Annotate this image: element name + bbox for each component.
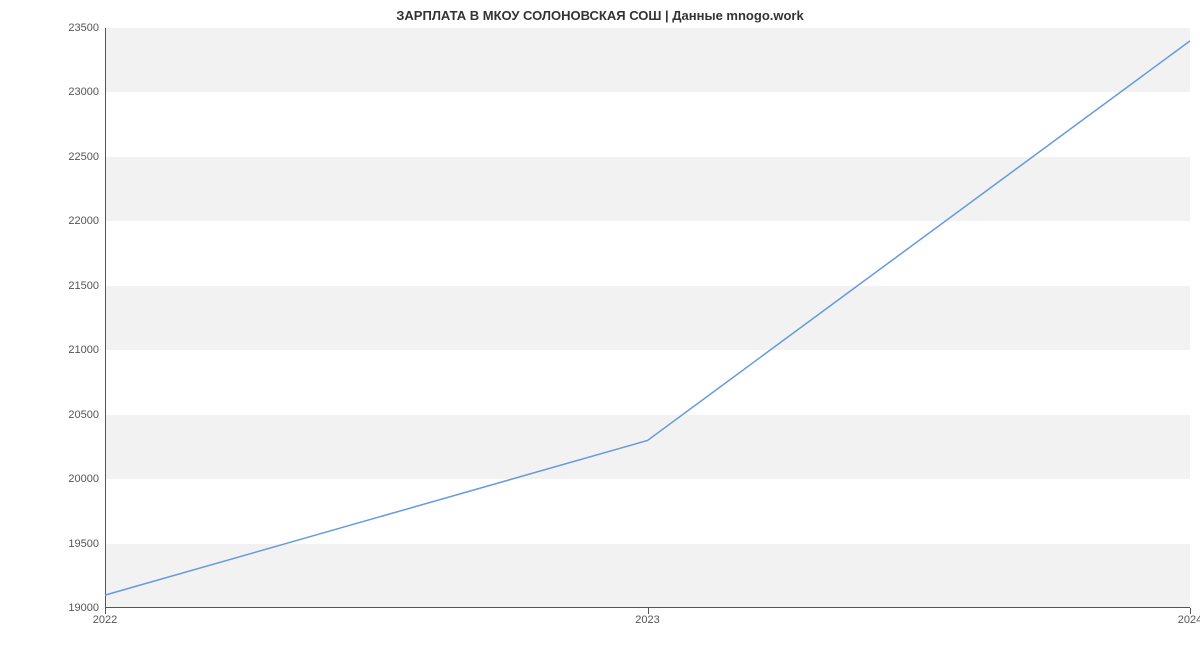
line-series-layer xyxy=(105,28,1190,608)
chart-title: ЗАРПЛАТА В МКОУ СОЛОНОВСКАЯ СОШ | Данные… xyxy=(0,8,1200,23)
y-tick-label: 20000 xyxy=(68,473,99,485)
salary-series-line xyxy=(105,41,1190,595)
y-tick-label: 23500 xyxy=(68,22,99,34)
y-tick-label: 21000 xyxy=(68,344,99,356)
x-tick-label: 2024 xyxy=(1178,614,1200,626)
y-tick-label: 22500 xyxy=(68,151,99,163)
y-tick-label: 19500 xyxy=(68,538,99,550)
x-tick-label: 2022 xyxy=(93,614,117,626)
salary-line-chart: ЗАРПЛАТА В МКОУ СОЛОНОВСКАЯ СОШ | Данные… xyxy=(0,0,1200,650)
y-tick-label: 21500 xyxy=(68,280,99,292)
plot-area: 1900019500200002050021000215002200022500… xyxy=(105,28,1190,608)
y-tick-label: 19000 xyxy=(68,602,99,614)
x-tick-label: 2023 xyxy=(635,614,659,626)
y-tick-label: 20500 xyxy=(68,409,99,421)
y-tick-label: 22000 xyxy=(68,215,99,227)
y-tick-label: 23000 xyxy=(68,86,99,98)
